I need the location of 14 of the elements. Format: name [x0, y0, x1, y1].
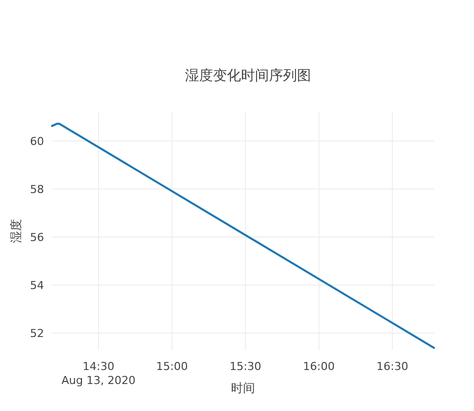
chart-title: 湿度变化时间序列图	[185, 68, 311, 84]
x-tick-label: 15:30	[230, 360, 262, 373]
x-tick-label: 16:00	[303, 360, 335, 373]
x-tick-label: 16:30	[376, 360, 408, 373]
y-tick-label: 54	[30, 279, 44, 292]
y-tick-label: 58	[30, 182, 44, 196]
x-tick-label: 15:00	[156, 360, 188, 373]
x-axis-title: 时间	[231, 381, 255, 395]
y-tick-label: 60	[30, 134, 44, 148]
y-tick-label: 56	[30, 231, 44, 244]
text: Aug 13, 2020	[62, 374, 136, 387]
y-axis-title: 湿度	[9, 219, 23, 243]
x-tick-label: 14:30	[82, 360, 114, 373]
y-tick-label: 52	[30, 327, 44, 340]
